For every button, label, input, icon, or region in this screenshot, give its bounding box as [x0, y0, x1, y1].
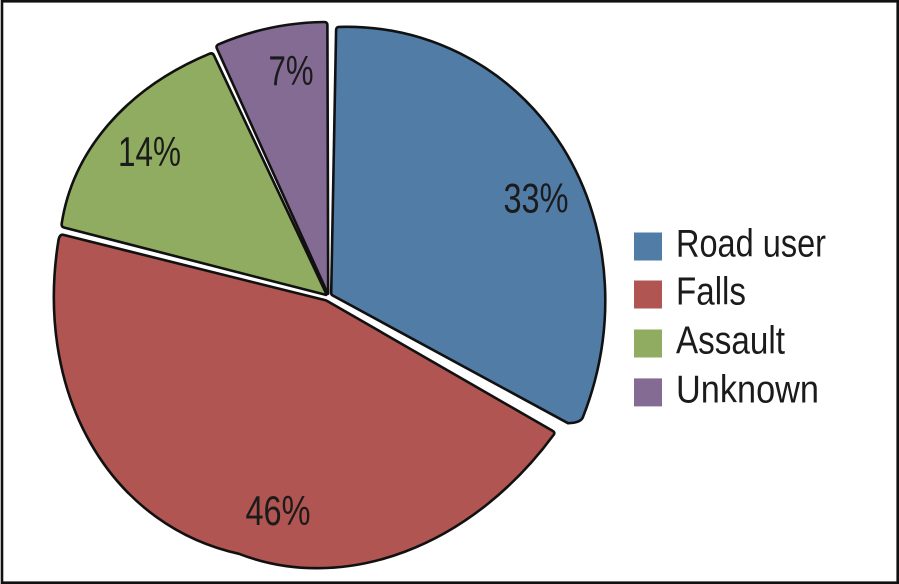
svg-text:33%: 33% — [504, 175, 569, 222]
svg-text:14%: 14% — [118, 128, 181, 175]
svg-text:7%: 7% — [269, 47, 314, 94]
svg-text:Unknown: Unknown — [676, 369, 819, 412]
svg-text:46%: 46% — [246, 487, 311, 534]
svg-text:Assault: Assault — [676, 320, 785, 363]
svg-text:Falls: Falls — [676, 271, 746, 314]
svg-text:Road user: Road user — [676, 223, 826, 266]
